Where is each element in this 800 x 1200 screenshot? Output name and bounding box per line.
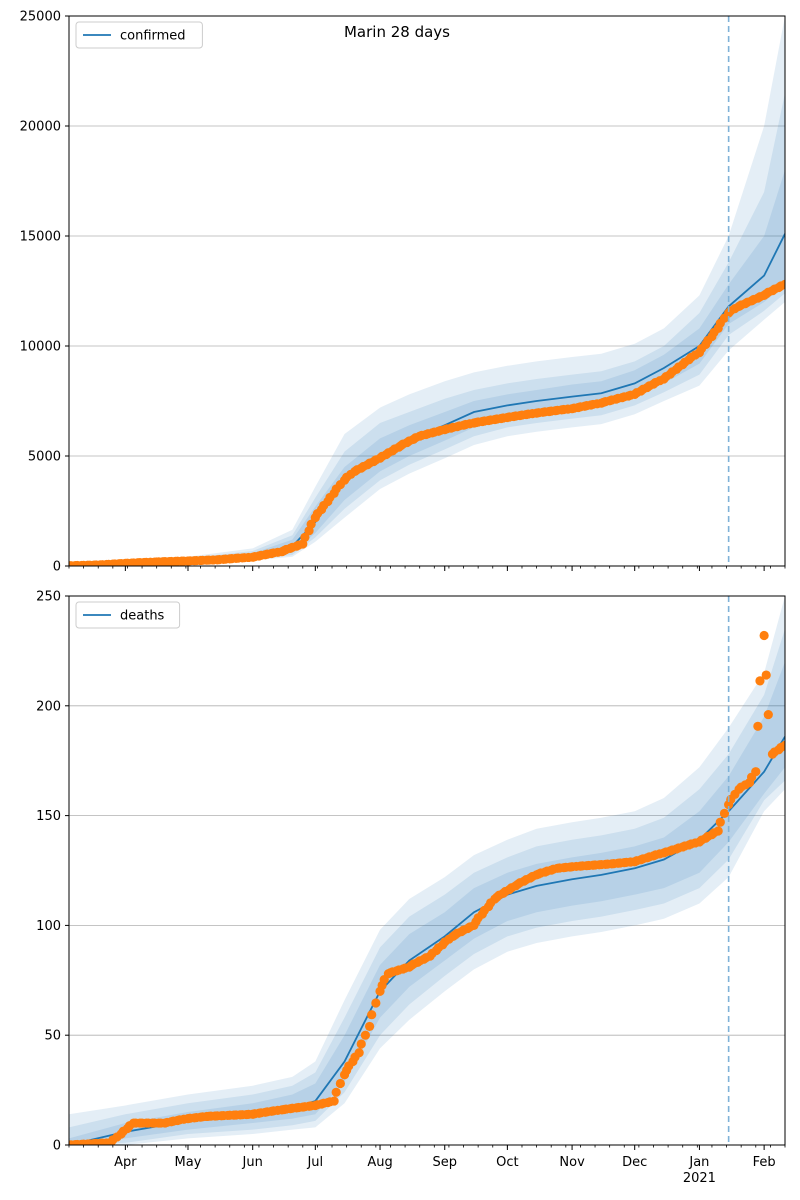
y-tick-label: 0 (53, 560, 61, 575)
observed-point (356, 1039, 366, 1049)
y-tick-label: 5000 (28, 450, 61, 465)
observed-point (780, 279, 785, 289)
observed-point (335, 1078, 345, 1089)
legend: deaths (75, 601, 181, 629)
x-tick-label: Jul (306, 1155, 323, 1170)
observed-point (354, 1048, 364, 1058)
observed-point (715, 817, 725, 827)
observed-point (753, 721, 763, 731)
confidence-band-68 (69, 170, 785, 566)
x-tick-label: Jun (242, 1155, 263, 1170)
legend-box (75, 21, 203, 49)
x-tick-label: Aug (367, 1155, 392, 1170)
y-tick-label: 25000 (20, 10, 61, 25)
x-tick-label: Feb (753, 1155, 776, 1170)
legend-label: confirmed (120, 29, 186, 44)
observed-point (329, 1096, 339, 1106)
x-tick-label: Jan (688, 1155, 709, 1170)
x-tick-label: Sep (432, 1155, 457, 1170)
observed-point (300, 532, 310, 543)
figure-title: Marin 28 days (344, 23, 450, 41)
legend-label: deaths (120, 609, 165, 624)
observed-point (780, 740, 785, 750)
legend: confirmed (75, 21, 203, 49)
observed-point (364, 1021, 375, 1032)
deaths-panel: 0 50 100 150 200 250 Apr May Jun Jul Aug Sep Oct Nov D… (36, 590, 786, 1186)
x-tick-label: Dec (622, 1155, 647, 1170)
observed-series (69, 279, 785, 566)
observed-point (755, 676, 765, 686)
x-tick-label: Oct (496, 1155, 518, 1170)
axes-frame (68, 595, 786, 1146)
y-tick-label: 20000 (20, 120, 61, 135)
y-tick-label: 50 (44, 1029, 61, 1044)
y-tick-label: 0 (53, 1139, 61, 1154)
confidence-band-90 (69, 628, 785, 1145)
y-tick-label: 200 (36, 699, 61, 714)
axes-frame (68, 15, 786, 567)
observed-point (719, 808, 730, 819)
observed-point (761, 670, 771, 680)
observed-point (360, 1030, 371, 1040)
y-tick-label: 100 (36, 919, 61, 934)
observed-point (759, 630, 769, 641)
observed-series (69, 630, 785, 1145)
observed-point (751, 767, 761, 777)
y-tick-label: 10000 (20, 340, 61, 355)
observed-point (763, 709, 773, 720)
observed-point (713, 826, 723, 836)
x-year-label: 2021 (683, 1171, 716, 1186)
y-tick-label: 250 (36, 590, 61, 605)
y-tick-label: 15000 (20, 230, 61, 245)
observed-point (367, 1010, 377, 1020)
confirmed-panel: 0 5000 10000 15000 20000 25000 confirmed (20, 10, 786, 575)
observed-point (331, 1087, 341, 1097)
confidence-band-98 (69, 16, 785, 566)
observed-point (371, 998, 381, 1008)
y-tick-label: 150 (36, 809, 61, 824)
observed-point (306, 519, 316, 529)
confidence-band-98 (69, 596, 785, 1145)
legend-box (75, 601, 181, 629)
x-tick-label: Apr (114, 1155, 137, 1170)
x-tick-label: Nov (559, 1155, 585, 1170)
x-tick-label: May (175, 1155, 202, 1170)
